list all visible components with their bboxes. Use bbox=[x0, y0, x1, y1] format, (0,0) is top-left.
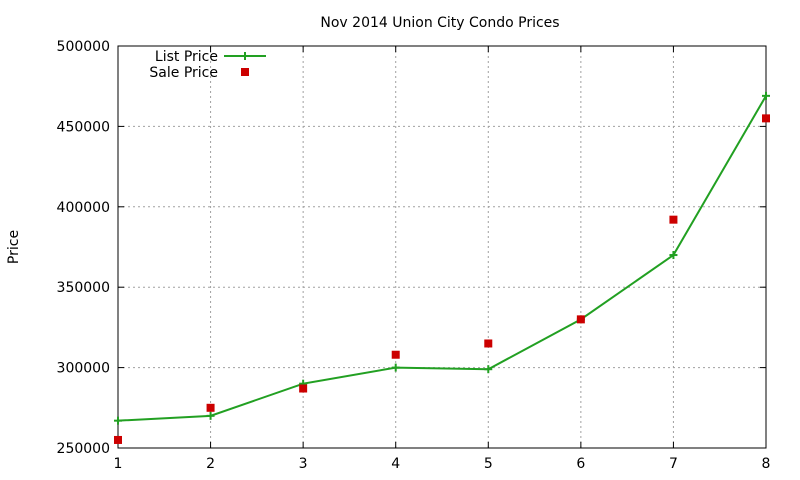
plot-frame bbox=[117, 45, 767, 449]
data-point bbox=[762, 91, 770, 100]
chart-title: Nov 2014 Union City Condo Prices bbox=[320, 15, 559, 31]
series-layer bbox=[114, 91, 770, 444]
legend-label: List Price bbox=[155, 49, 218, 65]
x-tick-label: 4 bbox=[391, 456, 400, 472]
x-tick-label: 5 bbox=[484, 456, 493, 472]
y-tick-label: 300000 bbox=[57, 361, 110, 377]
data-point bbox=[114, 435, 122, 444]
series-list-price bbox=[114, 91, 770, 425]
data-point bbox=[484, 365, 493, 374]
x-tick-label: 1 bbox=[114, 456, 123, 472]
data-point bbox=[391, 350, 400, 359]
legend-swatch bbox=[224, 52, 266, 60]
x-axis: 1 2 3 4 5 6 7 8 bbox=[114, 46, 771, 472]
data-point bbox=[299, 384, 308, 393]
y-axis-label: Price bbox=[6, 230, 22, 264]
grid bbox=[118, 46, 766, 448]
y-tick-label: 500000 bbox=[57, 39, 110, 55]
series-line bbox=[117, 95, 767, 422]
data-point bbox=[114, 416, 122, 425]
x-tick-label: 3 bbox=[299, 456, 308, 472]
legend-label: Sale Price bbox=[149, 65, 218, 81]
series-sale-price bbox=[114, 114, 770, 444]
data-point bbox=[206, 403, 215, 412]
x-tick-label: 8 bbox=[762, 456, 771, 472]
x-tick-label: 6 bbox=[576, 456, 585, 472]
y-axis: 250000 300000 350000 400000 450000 500000 bbox=[57, 39, 766, 457]
x-tick-label: 2 bbox=[206, 456, 215, 472]
data-point bbox=[762, 114, 770, 123]
data-point bbox=[669, 251, 678, 260]
data-point bbox=[206, 411, 215, 420]
data-point bbox=[484, 339, 493, 348]
legend-swatch bbox=[241, 68, 249, 76]
data-point bbox=[576, 315, 585, 324]
y-tick-label: 350000 bbox=[57, 280, 110, 296]
y-tick-label: 250000 bbox=[57, 441, 110, 457]
x-tick-label: 7 bbox=[669, 456, 678, 472]
y-tick-label: 450000 bbox=[57, 119, 110, 135]
data-point bbox=[669, 215, 678, 224]
data-point bbox=[391, 363, 400, 372]
y-tick-label: 400000 bbox=[57, 200, 110, 216]
